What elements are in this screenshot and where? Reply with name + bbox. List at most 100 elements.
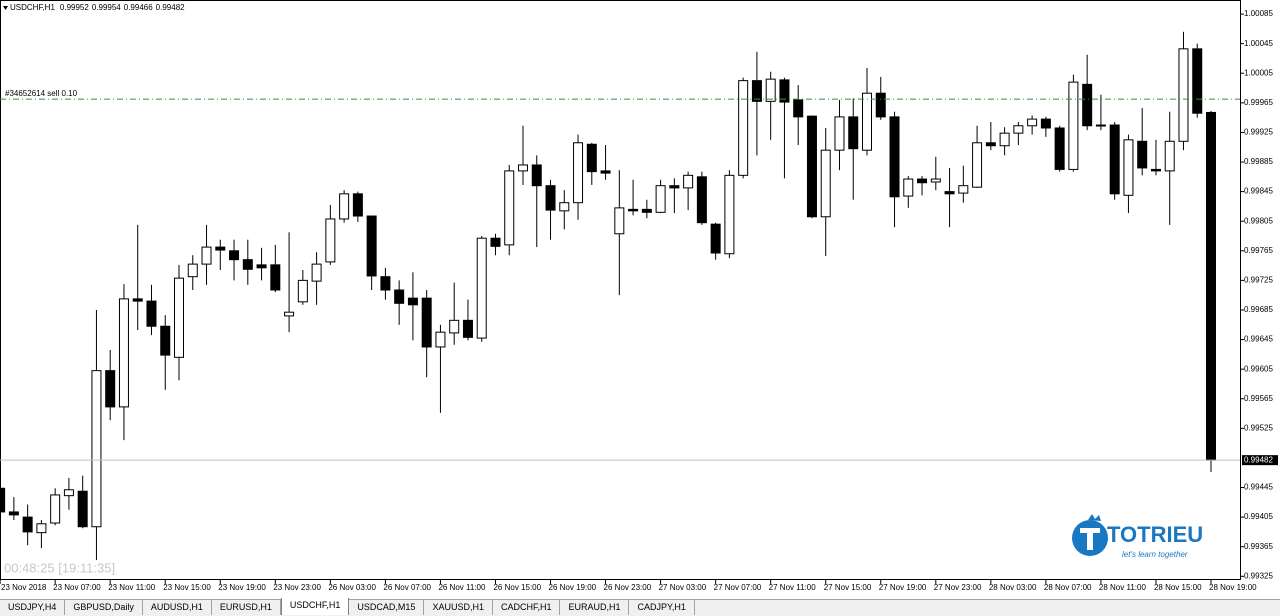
candle-body bbox=[545, 185, 556, 211]
candle-body bbox=[394, 289, 405, 304]
candle-body bbox=[311, 263, 322, 282]
candle-body bbox=[1109, 124, 1120, 195]
chart-tab[interactable]: GBPUSD,Daily bbox=[65, 600, 143, 615]
candle-body bbox=[1164, 140, 1175, 172]
y-tick-label: 0.99725 bbox=[1244, 275, 1273, 284]
x-tick-label: 27 Nov 15:00 bbox=[824, 583, 872, 592]
header-open: 0.99952 bbox=[60, 3, 89, 12]
candle-body bbox=[1054, 127, 1065, 170]
x-tick-label: 28 Nov 11:00 bbox=[1099, 583, 1147, 592]
chart-tab[interactable]: XAUUSD,H1 bbox=[424, 600, 493, 615]
y-tick-label: 0.99765 bbox=[1244, 246, 1273, 255]
x-tick-label: 27 Nov 07:00 bbox=[714, 583, 762, 592]
candle-body bbox=[614, 207, 625, 235]
candle-body bbox=[985, 142, 996, 147]
candle-body bbox=[724, 174, 735, 255]
chart-tab[interactable]: CADCHF,H1 bbox=[493, 600, 561, 615]
candle-body bbox=[1150, 168, 1161, 172]
symbol: USDCHF,H1 bbox=[10, 3, 55, 12]
price-label: 0.99482 bbox=[1244, 455, 1273, 464]
candle-body bbox=[738, 80, 749, 176]
candle-body bbox=[917, 178, 928, 184]
candle-body bbox=[1013, 125, 1024, 134]
price-label-box bbox=[1242, 455, 1278, 466]
x-tick-label: 28 Nov 15:00 bbox=[1154, 583, 1202, 592]
candle-body bbox=[930, 178, 941, 183]
candle-body bbox=[641, 208, 652, 213]
candle-body bbox=[1040, 118, 1051, 129]
y-tick-label: 0.99965 bbox=[1244, 98, 1273, 107]
x-tick-label: 23 Nov 15:00 bbox=[163, 583, 211, 592]
y-tick-label: 1.00005 bbox=[1244, 68, 1273, 77]
y-tick-label: 0.99885 bbox=[1244, 157, 1273, 166]
y-tick-label: 0.99805 bbox=[1244, 216, 1273, 225]
candle-body bbox=[146, 300, 157, 327]
candle-body bbox=[944, 191, 955, 195]
chart-tab[interactable]: USDCAD,M15 bbox=[349, 600, 425, 615]
x-tick-label: 26 Nov 07:00 bbox=[383, 583, 431, 592]
candle-body bbox=[600, 170, 611, 174]
chart-tab[interactable]: EURAUD,H1 bbox=[560, 600, 630, 615]
chart-tab[interactable]: EURUSD,H1 bbox=[212, 600, 281, 615]
x-tick-label: 28 Nov 07:00 bbox=[1044, 583, 1092, 592]
header-arrow bbox=[3, 6, 8, 10]
candle-body bbox=[862, 92, 872, 151]
y-tick-label: 1.00045 bbox=[1244, 39, 1273, 48]
x-tick-label: 27 Nov 11:00 bbox=[769, 583, 817, 592]
candle-body bbox=[50, 494, 61, 524]
candle-body bbox=[765, 78, 776, 102]
chart-tab[interactable]: USDCHF,H1 bbox=[280, 598, 350, 615]
candle-body bbox=[958, 185, 969, 194]
plot-frame bbox=[0, 0, 1241, 580]
watermark-tagline: let's learn together bbox=[1122, 550, 1188, 559]
chart-tab[interactable]: AUDUSD,H1 bbox=[143, 600, 212, 615]
candle-body bbox=[352, 193, 363, 217]
candle-body bbox=[903, 178, 914, 197]
chart-tab[interactable]: USDJPY,H4 bbox=[0, 600, 66, 615]
y-tick-label: 0.99525 bbox=[1244, 423, 1273, 432]
candle-body bbox=[628, 208, 639, 212]
y-tick-label: 0.99405 bbox=[1244, 512, 1273, 521]
x-tick-label: 23 Nov 11:00 bbox=[108, 583, 156, 592]
candle-body bbox=[573, 142, 584, 204]
candle-body bbox=[63, 489, 74, 497]
y-tick-label: 0.99325 bbox=[1244, 571, 1273, 580]
candle-body bbox=[586, 143, 597, 173]
y-tick-label: 0.99365 bbox=[1244, 542, 1273, 551]
candle-body bbox=[793, 99, 804, 118]
candle-body bbox=[8, 511, 19, 516]
candle-body bbox=[476, 237, 487, 339]
candle-body bbox=[806, 115, 817, 218]
header-low: 0.99466 bbox=[124, 3, 153, 12]
candle-body bbox=[242, 259, 253, 270]
candle-body bbox=[1068, 81, 1079, 170]
candle-body bbox=[380, 276, 391, 291]
candle-body bbox=[1095, 124, 1106, 127]
candle-body bbox=[972, 142, 983, 188]
x-tick-label: 27 Nov 23:00 bbox=[934, 583, 982, 592]
candle-body bbox=[1192, 48, 1203, 114]
candle-body bbox=[421, 297, 432, 348]
candle-body bbox=[559, 202, 570, 212]
candle-body bbox=[1123, 139, 1134, 196]
x-tick-label: 26 Nov 11:00 bbox=[438, 583, 486, 592]
y-tick-label: 0.99565 bbox=[1244, 394, 1273, 403]
x-tick-label: 23 Nov 19:00 bbox=[218, 583, 266, 592]
candle-body bbox=[22, 516, 33, 533]
candle-body bbox=[105, 370, 116, 408]
x-tick-label: 27 Nov 19:00 bbox=[879, 583, 927, 592]
candle-body bbox=[710, 223, 721, 254]
candle-body bbox=[229, 250, 240, 261]
candle-body bbox=[834, 116, 845, 151]
candle-body bbox=[683, 174, 694, 189]
y-tick-label: 0.99605 bbox=[1244, 364, 1273, 373]
x-tick-label: 23 Nov 07:00 bbox=[53, 583, 101, 592]
timer: 00:48:25 [19:11:35] bbox=[4, 560, 115, 575]
watermark-title: TOTRIEU bbox=[1107, 522, 1203, 547]
header-high: 0.99954 bbox=[92, 3, 121, 12]
chart-tab[interactable]: CADJPY,H1 bbox=[629, 600, 695, 615]
candle-body bbox=[435, 331, 446, 348]
candle-body bbox=[820, 149, 831, 218]
candle-body bbox=[91, 370, 102, 528]
